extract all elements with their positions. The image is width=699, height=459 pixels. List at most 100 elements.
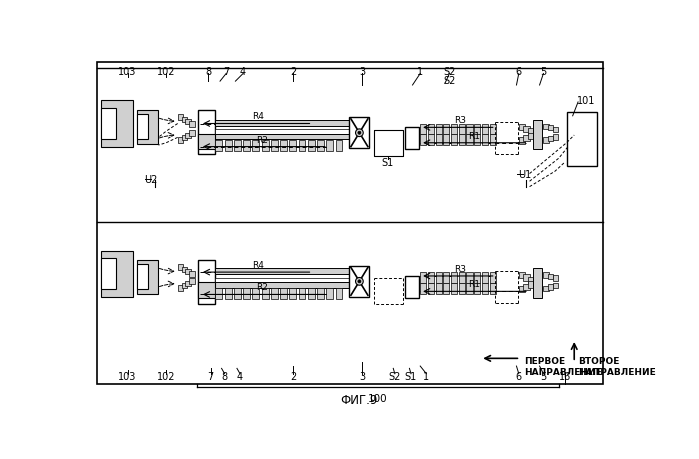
Text: 7: 7 [208, 371, 214, 381]
Bar [317, 289, 324, 299]
Bar [317, 141, 324, 152]
Text: 8: 8 [222, 371, 228, 381]
Bar [451, 135, 457, 146]
Bar [524, 136, 530, 142]
Bar [528, 282, 534, 288]
Bar [224, 141, 231, 152]
Bar [189, 279, 194, 284]
Text: 1: 1 [424, 371, 429, 381]
Bar [443, 135, 449, 146]
Text: R4: R4 [252, 112, 264, 121]
Text: 103: 103 [118, 67, 137, 77]
Bar [137, 260, 159, 294]
Bar [185, 120, 191, 125]
Bar [252, 289, 259, 299]
Bar [215, 282, 350, 288]
Text: 103: 103 [118, 371, 137, 381]
Text: S2: S2 [443, 76, 456, 86]
Bar [524, 284, 530, 290]
Bar [466, 273, 473, 283]
Bar [215, 289, 222, 299]
Text: 8: 8 [206, 67, 212, 77]
Bar [185, 269, 191, 275]
Bar [489, 135, 496, 146]
Bar [474, 124, 480, 135]
Bar [459, 124, 465, 135]
Bar [405, 276, 419, 298]
Bar [298, 289, 305, 299]
Bar [543, 138, 549, 143]
Bar [528, 129, 534, 135]
Text: 101: 101 [577, 96, 595, 106]
Bar [435, 135, 442, 146]
Text: R2: R2 [257, 135, 268, 144]
Bar [443, 273, 449, 283]
Bar [178, 265, 183, 270]
Bar [182, 136, 187, 141]
Bar [178, 115, 183, 120]
Bar [185, 134, 191, 139]
Circle shape [358, 280, 361, 283]
Text: 4: 4 [240, 67, 246, 77]
Bar [298, 141, 305, 152]
Bar [350, 118, 369, 149]
Bar [474, 283, 480, 294]
Bar [261, 289, 268, 299]
Bar [101, 101, 133, 147]
Text: S1: S1 [405, 371, 417, 381]
Bar [553, 283, 558, 289]
Bar [271, 141, 278, 152]
Bar [199, 282, 215, 298]
Bar [435, 124, 442, 135]
Bar [548, 274, 554, 280]
Bar [443, 283, 449, 294]
Bar [289, 289, 296, 299]
Text: U2: U2 [145, 174, 158, 185]
Bar [243, 289, 250, 299]
Bar [215, 129, 350, 134]
Circle shape [356, 278, 363, 285]
Bar [533, 269, 542, 298]
Bar [189, 122, 194, 127]
Bar [533, 120, 542, 150]
Bar [548, 136, 554, 142]
Text: 2: 2 [290, 67, 296, 77]
Bar [474, 135, 480, 146]
Text: R3: R3 [454, 116, 466, 125]
Bar [336, 141, 343, 152]
Bar [548, 285, 554, 290]
Text: R1: R1 [468, 131, 480, 140]
Bar [182, 118, 187, 123]
Text: R1: R1 [468, 280, 480, 289]
Bar [519, 124, 525, 130]
Bar [435, 283, 442, 294]
Bar [553, 135, 558, 140]
Bar [280, 141, 287, 152]
Bar [178, 138, 183, 143]
Bar [548, 126, 554, 131]
Text: 3: 3 [359, 371, 366, 381]
Bar [199, 111, 215, 155]
Text: 5: 5 [540, 371, 547, 381]
Bar [474, 273, 480, 283]
Text: 4: 4 [237, 371, 243, 381]
Bar [524, 275, 530, 281]
Text: S1: S1 [382, 157, 394, 168]
Bar [137, 265, 147, 290]
Bar [420, 124, 426, 135]
Bar [466, 135, 473, 146]
Bar [459, 135, 465, 146]
Bar [137, 111, 159, 144]
Text: 6: 6 [516, 371, 522, 381]
Bar [428, 283, 434, 294]
Bar [243, 141, 250, 152]
Bar [566, 113, 598, 167]
Bar [271, 289, 278, 299]
Text: U1: U1 [518, 169, 531, 179]
Bar [489, 273, 496, 283]
Text: 100: 100 [368, 393, 388, 403]
Bar [466, 124, 473, 135]
Bar [482, 283, 488, 294]
Bar [489, 124, 496, 135]
Bar [215, 278, 350, 282]
